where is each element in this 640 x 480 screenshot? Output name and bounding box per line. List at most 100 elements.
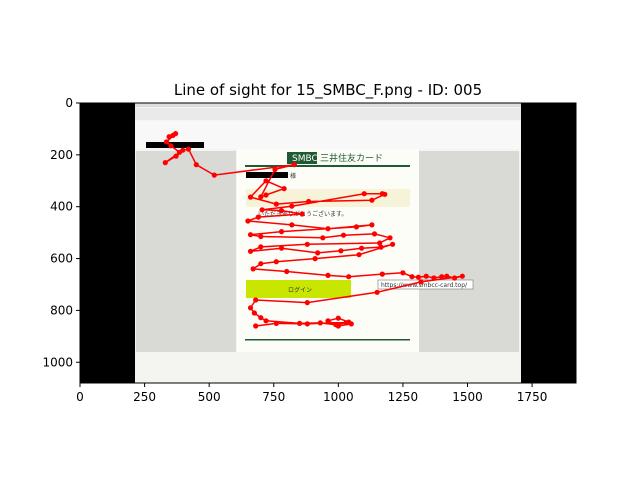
- gaze-point: [289, 222, 295, 228]
- gaze-point: [356, 252, 362, 258]
- gaze-point: [415, 274, 421, 280]
- gaze-point: [263, 178, 269, 184]
- gaze-point: [291, 162, 297, 168]
- url-tooltip: https://www.smbcc-card.top/: [381, 282, 468, 289]
- gaze-point: [452, 275, 458, 281]
- gaze-point: [418, 279, 424, 285]
- gaze-point: [278, 208, 285, 214]
- gaze-point: [359, 245, 365, 251]
- gaze-point: [278, 245, 285, 251]
- gaze-point: [258, 261, 264, 267]
- gaze-point: [281, 186, 287, 192]
- gaze-point: [304, 321, 310, 327]
- gaze-point: [306, 198, 312, 205]
- y-tick-label: 1000: [42, 355, 73, 369]
- gaze-point: [284, 268, 290, 275]
- brand-jp: 三井住友カード: [320, 152, 383, 164]
- gaze-point: [299, 211, 305, 217]
- gaze-point: [315, 250, 321, 256]
- gaze-point: [259, 207, 265, 213]
- plot-area: SMBC 三井住友カード 様 いただきありがとうございます。 ログイン http…: [79, 102, 577, 384]
- gaze-point: [250, 266, 256, 272]
- gaze-point: [340, 232, 347, 238]
- gaze-point: [297, 320, 303, 326]
- gaze-point: [173, 131, 179, 137]
- gaze-point: [379, 271, 385, 277]
- gaze-point: [361, 191, 367, 197]
- gaze-point: [317, 320, 323, 326]
- x-tick-label: 1250: [388, 390, 419, 404]
- x-tick-label: 500: [198, 390, 221, 404]
- gaze-point: [253, 297, 259, 303]
- gaze-point: [378, 244, 384, 250]
- gaze-point: [459, 273, 465, 279]
- gaze-point: [369, 222, 375, 228]
- gaze-point: [273, 201, 279, 207]
- y-axis: 0 200 400 600 800 1000: [42, 96, 80, 369]
- brand-label: SMBC: [292, 154, 318, 164]
- y-tick-label: 800: [50, 303, 73, 317]
- gaze-point: [374, 289, 380, 295]
- gaze-point: [289, 203, 295, 209]
- gaze-point: [304, 241, 310, 247]
- letterbox-right: [521, 103, 576, 383]
- heading-line: 様: [290, 172, 296, 180]
- gaze-point: [273, 320, 279, 326]
- chart-title: Line of sight for 15_SMBC_F.png - ID: 00…: [174, 81, 482, 100]
- gaze-point: [258, 194, 264, 200]
- gaze-point: [379, 191, 385, 197]
- x-tick-label: 750: [262, 390, 285, 404]
- gaze-point: [247, 232, 254, 238]
- login-button-label: ログイン: [288, 286, 312, 294]
- x-axis: 0 250 500 750 1000 1250 1500 1750: [76, 383, 547, 404]
- gaze-point: [346, 319, 352, 325]
- y-tick-label: 200: [50, 148, 73, 162]
- gaze-point: [320, 235, 326, 241]
- gaze-point: [387, 235, 393, 241]
- gaze-point: [251, 310, 257, 316]
- gaze-point: [258, 233, 264, 240]
- gaze-point: [273, 259, 279, 265]
- gaze-point: [211, 172, 217, 178]
- x-tick-label: 1000: [323, 390, 354, 404]
- gaze-point: [431, 275, 437, 281]
- gaze-point: [163, 139, 170, 145]
- gaze-point: [335, 323, 341, 329]
- gaze-point: [168, 143, 174, 149]
- letterbox-left: [80, 103, 135, 383]
- gaze-point: [325, 318, 331, 324]
- gaze-point: [346, 274, 352, 280]
- gaze-point: [439, 274, 445, 280]
- gaze-point: [325, 226, 331, 232]
- gaze-point: [369, 197, 375, 203]
- gaze-point: [338, 248, 344, 254]
- gaze-point: [166, 134, 172, 140]
- email-screenshot: SMBC 三井住友カード 様 いただきありがとうございます。 ログイン http…: [135, 103, 521, 383]
- axes-frame: [79, 102, 577, 384]
- gaze-point: [247, 305, 254, 311]
- gaze-point: [193, 162, 199, 168]
- gaze-point: [247, 194, 254, 200]
- x-tick-label: 1750: [517, 390, 548, 404]
- gaze-point: [278, 229, 285, 235]
- gaze-point: [255, 214, 261, 220]
- gaze-point: [400, 270, 406, 276]
- gaze-point: [444, 273, 450, 279]
- x-tick-label: 1500: [452, 390, 483, 404]
- gaze-point: [371, 231, 378, 237]
- gaze-point: [173, 153, 179, 159]
- y-tick-label: 600: [50, 252, 73, 266]
- gaze-point: [335, 315, 341, 321]
- gaze-point: [409, 274, 415, 280]
- gaze-point: [263, 192, 269, 198]
- gaze-point: [245, 218, 251, 224]
- gaze-point: [263, 318, 269, 324]
- gaze-point: [423, 273, 429, 279]
- gaze-point: [258, 315, 264, 321]
- gaze-point: [185, 146, 192, 152]
- y-tick-label: 400: [50, 200, 73, 214]
- gaze-point: [325, 272, 331, 278]
- gaze-point: [272, 166, 278, 172]
- gaze-point: [247, 248, 254, 254]
